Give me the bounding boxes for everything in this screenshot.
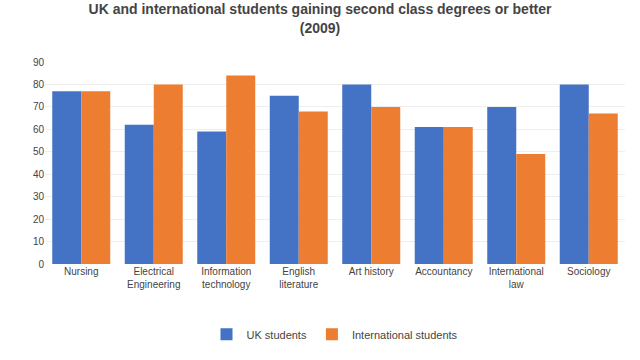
svg-text:Informationtechnology: Informationtechnology: [201, 266, 251, 290]
svg-text:60: 60: [33, 124, 45, 135]
svg-text:Englishliterature: Englishliterature: [279, 266, 318, 290]
svg-text:Art history: Art history: [349, 266, 394, 277]
svg-text:International students: International students: [352, 329, 458, 341]
svg-text:80: 80: [33, 79, 45, 90]
svg-text:30: 30: [33, 191, 45, 202]
svg-text:70: 70: [33, 101, 45, 112]
svg-text:10: 10: [33, 236, 45, 247]
svg-text:Internationallaw: Internationallaw: [489, 266, 544, 290]
svg-text:UK and international students: UK and international students gaining se…: [89, 1, 552, 35]
svg-text:Nursing: Nursing: [64, 266, 98, 277]
svg-text:50: 50: [33, 146, 45, 157]
svg-text:90: 90: [33, 57, 45, 68]
svg-text:40: 40: [33, 169, 45, 180]
svg-text:ElectricalEngineering: ElectricalEngineering: [127, 266, 180, 290]
svg-text:UK students: UK students: [247, 329, 307, 341]
svg-text:Accountancy: Accountancy: [415, 266, 472, 277]
svg-text:Sociology: Sociology: [567, 266, 610, 277]
svg-text:0: 0: [38, 259, 44, 270]
svg-text:20: 20: [33, 214, 45, 225]
